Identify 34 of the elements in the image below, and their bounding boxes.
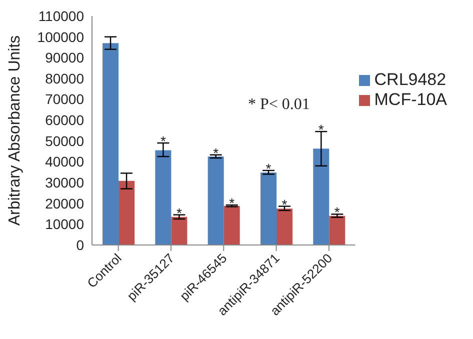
legend-label: MCF-10A xyxy=(374,90,447,109)
annotation: * xyxy=(229,195,236,212)
bar xyxy=(155,150,172,245)
annotation: * xyxy=(266,160,272,176)
bar xyxy=(329,216,346,245)
y-tick-label: 20000 xyxy=(45,195,84,212)
y-tick-label: 110000 xyxy=(38,8,84,24)
annotation: * P< 0.01 xyxy=(248,96,310,114)
y-tick-label: 50000 xyxy=(45,132,84,149)
annotation: * xyxy=(282,196,288,212)
bar xyxy=(171,216,188,245)
annotation: * xyxy=(176,204,182,221)
legend-label: CRL9482 xyxy=(374,70,446,89)
y-tick-label: 90000 xyxy=(45,50,84,66)
annotation: * xyxy=(334,204,340,220)
y-axis-title: Arbitrary Absorbance Units xyxy=(6,35,24,226)
y-tick-label: 40000 xyxy=(45,154,84,170)
y-tick-label: 30000 xyxy=(45,174,84,191)
y-tick-label: 10000 xyxy=(45,216,84,232)
y-tick-label: 70000 xyxy=(45,91,84,108)
bar xyxy=(313,148,330,245)
y-tick-label: 0 xyxy=(76,236,84,253)
bar xyxy=(208,156,224,245)
bar xyxy=(224,206,240,245)
bar xyxy=(118,180,135,245)
bar xyxy=(102,43,119,245)
annotation: * xyxy=(213,144,220,161)
bar xyxy=(276,208,292,245)
bar xyxy=(260,172,276,245)
y-tick-label: 60000 xyxy=(45,112,84,128)
annotation: * xyxy=(318,122,324,138)
y-tick-label: 100000 xyxy=(37,28,84,45)
y-tick-label: 80000 xyxy=(45,70,84,86)
annotation: * xyxy=(160,132,166,149)
